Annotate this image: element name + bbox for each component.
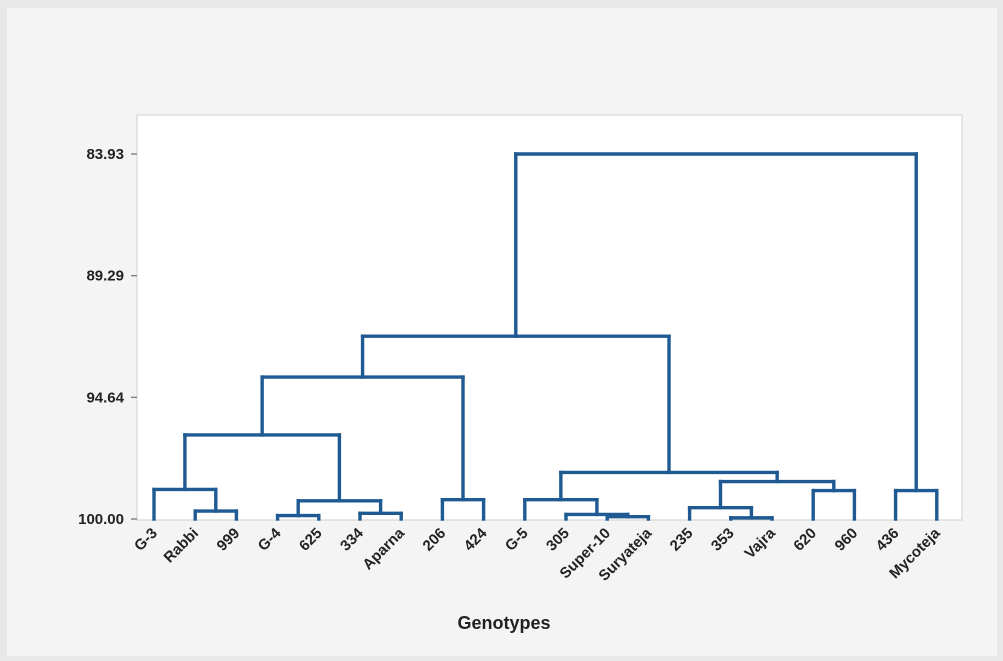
x-tick-label: 334 — [337, 524, 367, 554]
x-tick-label: 206 — [420, 525, 450, 555]
x-tick-label: 620 — [790, 525, 820, 555]
dendrogram-chart: 83.93 89.29 94.64 100.00 G-3 Rabbi 999 G-4 625 3… — [78, 114, 963, 633]
x-tick-label: G-5 — [502, 525, 532, 555]
chart-figure: 83.93 89.29 94.64 100.00 G-3 Rabbi 999 G-4 625 3… — [7, 8, 997, 656]
y-tick-label: 94.64 — [86, 389, 124, 406]
x-tick-label: 353 — [708, 525, 738, 555]
x-tick-label: 305 — [543, 525, 573, 555]
x-tick-label: 625 — [296, 525, 326, 555]
x-tick-label: 999 — [214, 525, 244, 555]
y-tick-label: 83.93 — [86, 146, 124, 163]
x-tick-label: Vajra — [741, 524, 779, 562]
x-tick-label: 960 — [832, 525, 862, 555]
dendrogram-links — [152, 152, 939, 521]
x-tick-label: Aparna — [359, 524, 408, 573]
y-axis-ticks: 83.93 89.29 94.64 100.00 — [78, 146, 137, 528]
x-tick-label: G-3 — [131, 525, 161, 555]
x-tick-label: 436 — [873, 525, 903, 555]
x-tick-label: 424 — [461, 524, 491, 554]
x-tick-label: G-4 — [255, 524, 285, 554]
x-tick-label: 235 — [667, 525, 697, 555]
y-tick-label: 89.29 — [86, 268, 124, 285]
y-tick-label: 100.00 — [78, 511, 124, 528]
x-tick-label: Rabbi — [161, 525, 202, 566]
plot-area — [136, 114, 963, 521]
x-axis-label: Genotypes — [457, 613, 550, 633]
